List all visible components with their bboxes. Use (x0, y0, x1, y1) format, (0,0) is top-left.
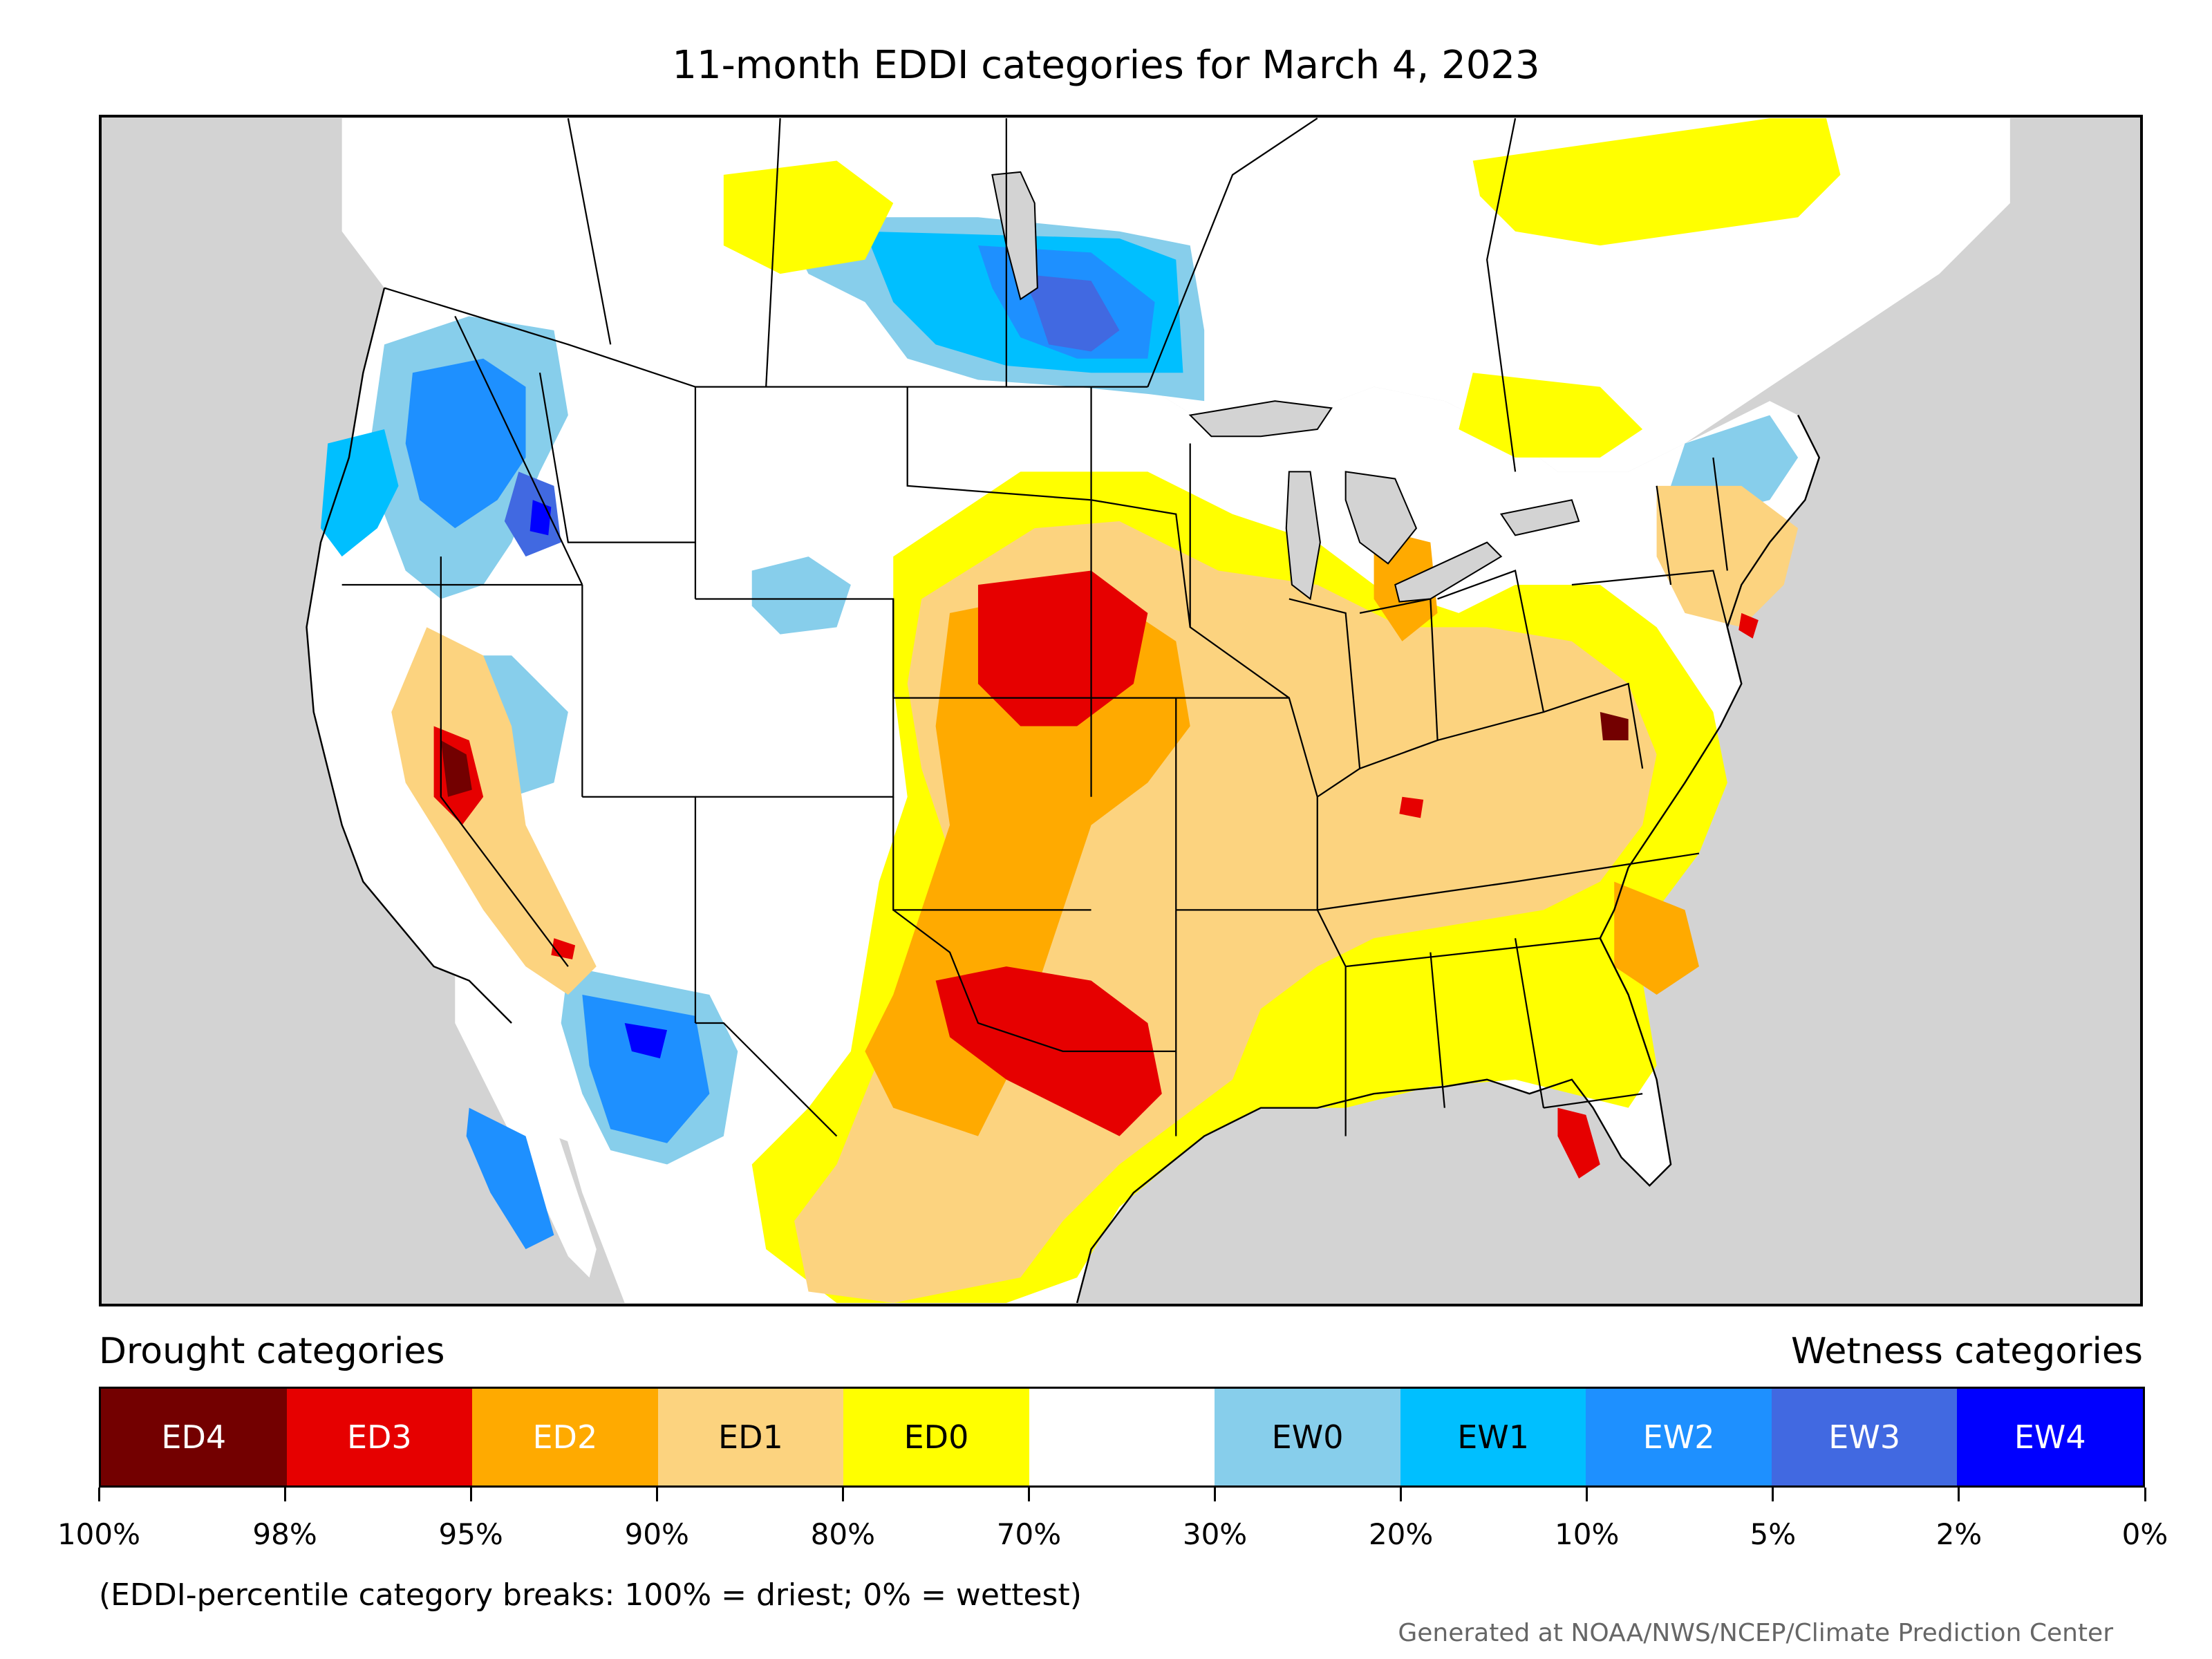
colorbar-tick (1400, 1488, 1403, 1501)
colorbar-tick-label: 98% (252, 1517, 317, 1551)
legend-swatch-ed1: ED1 (657, 1389, 844, 1485)
eddi-map (99, 115, 2143, 1306)
us-eddi-map-svg (306, 118, 2010, 1304)
lake-ontario (1499, 499, 1580, 536)
colorbar-tick-label: 10% (1555, 1517, 1620, 1551)
colorbar-tick (1772, 1488, 1774, 1501)
colorbar-tick-label: 70% (996, 1517, 1062, 1551)
lake-huron (1344, 471, 1418, 565)
coastline (306, 288, 1821, 1304)
map-title: 11-month EDDI categories for March 4, 20… (672, 43, 1540, 88)
legend-swatch-ew3: EW3 (1771, 1389, 1958, 1485)
drought-categories-title: Drought categories (99, 1331, 445, 1372)
colorbar-tick-label: 0% (2121, 1517, 2168, 1551)
colorbar-tick-label: 30% (1182, 1517, 1248, 1551)
legend-swatch-normal (1029, 1389, 1215, 1485)
colorbar-tick (97, 1488, 100, 1501)
legend-swatch-ew4: EW4 (1957, 1389, 2144, 1485)
colorbar-tick-label: 20% (1368, 1517, 1434, 1551)
colorbar-tick (1027, 1488, 1030, 1501)
wetness-categories-title: Wetness categories (1791, 1331, 2143, 1372)
colorbar-tick-label: 95% (438, 1517, 503, 1551)
legend-swatch-ew2: EW2 (1586, 1389, 1772, 1485)
colorbar-tick-label: 2% (1936, 1517, 1983, 1551)
colorbar-ticks (97, 1488, 2146, 1501)
colorbar-tick (469, 1488, 472, 1501)
legend-swatch-ed3: ED3 (286, 1389, 473, 1485)
colorbar-tick-label: 80% (810, 1517, 876, 1551)
legend-swatch-ew1: EW1 (1400, 1389, 1586, 1485)
legend-swatch-ew0: EW0 (1215, 1389, 1400, 1485)
borders (341, 118, 1728, 1137)
lake-erie (1394, 541, 1503, 603)
colorbar-tick (655, 1488, 658, 1501)
colorbar-tick (1214, 1488, 1217, 1501)
legend-swatch-ed2: ED2 (472, 1389, 658, 1485)
colorbar-tick (1586, 1488, 1588, 1501)
lake-michigan (1285, 471, 1321, 601)
colorbar-tick (2144, 1488, 2146, 1501)
colorbar-tick-label: 100% (57, 1517, 141, 1551)
credit-text: Generated at NOAA/NWS/NCEP/Climate Predi… (1398, 1619, 2113, 1647)
drought-wetness-field (320, 118, 1841, 1303)
colorbar-tick (841, 1488, 844, 1501)
lake-superior (1188, 400, 1333, 438)
legend-swatch-ed4: ED4 (101, 1389, 287, 1485)
colorbar-tick (283, 1488, 286, 1501)
colorbar-tick-label: 90% (624, 1517, 689, 1551)
colorbar-tick-label: 5% (1750, 1517, 1797, 1551)
category-colorbar: ED4 ED3 ED2 ED1 ED0 EW0 EW1 EW2 EW3 EW4 (99, 1387, 2145, 1488)
percentile-note: (EDDI-percentile category breaks: 100% =… (99, 1577, 1082, 1613)
legend-swatch-ed0: ED0 (843, 1389, 1029, 1485)
colorbar-tick (1958, 1488, 1960, 1501)
lakes (991, 171, 1580, 603)
